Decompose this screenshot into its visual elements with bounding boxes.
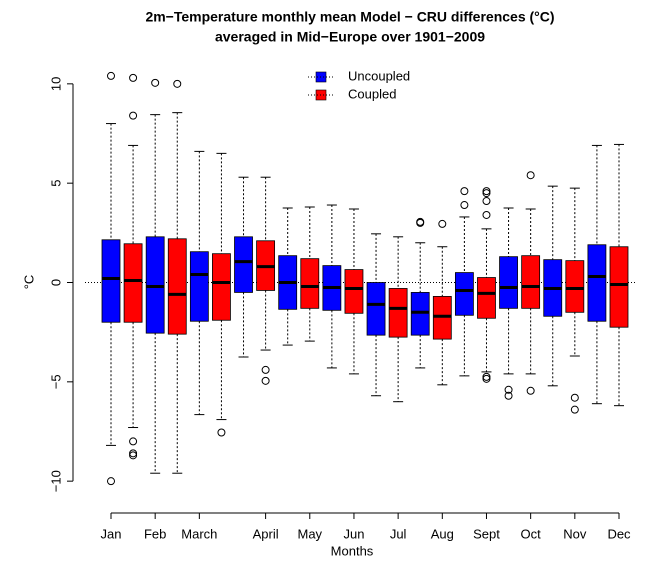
y-axis-label: °C [21, 275, 36, 290]
chart-title: 2m−Temperature monthly mean Model − CRU … [145, 9, 554, 25]
box [521, 255, 541, 309]
box [587, 244, 607, 322]
outlier [482, 189, 491, 198]
y-tick-label: −10 [48, 470, 63, 492]
legend-label: Coupled [348, 86, 396, 101]
x-tick-label: Oct [521, 526, 542, 541]
outlier [173, 79, 182, 88]
outlier [504, 391, 513, 400]
outlier [482, 197, 491, 206]
x-tick-label: Dec [607, 526, 631, 541]
x-tick-label: Jul [390, 526, 407, 541]
outlier [129, 449, 138, 458]
x-tick-label: May [298, 526, 323, 541]
outlier [570, 393, 579, 402]
box [212, 253, 231, 321]
y-tick-label: −5 [48, 374, 63, 389]
x-tick-label: Aug [431, 526, 454, 541]
box [300, 258, 320, 309]
outlier [460, 201, 469, 210]
outlier [482, 374, 491, 383]
outlier [504, 385, 513, 394]
x-tick-label: Feb [144, 526, 166, 541]
chart-title: averaged in Mid−Europe over 1901−2009 [215, 29, 485, 45]
outlier [129, 451, 138, 460]
x-tick-label: Jan [101, 526, 122, 541]
box [565, 260, 585, 313]
outlier [107, 71, 115, 80]
x-tick-label: March [181, 526, 217, 541]
x-tick-label: Sept [473, 526, 500, 541]
outlier [482, 187, 491, 196]
outlier [261, 365, 270, 374]
outlier [129, 111, 138, 120]
box [609, 246, 629, 328]
box [234, 236, 253, 293]
x-tick-label: Jun [343, 526, 364, 541]
outlier [151, 78, 160, 87]
x-axis-label: Months [331, 543, 374, 558]
y-tick-label: 5 [48, 180, 63, 187]
box [167, 238, 187, 335]
outlier [570, 405, 579, 414]
outlier [129, 437, 138, 446]
box [101, 239, 121, 323]
box [388, 288, 408, 338]
outlier [526, 386, 535, 395]
outlier [438, 219, 447, 228]
outlier [217, 428, 226, 437]
outlier [460, 187, 469, 196]
box [123, 243, 143, 323]
outlier [107, 477, 115, 486]
outlier [129, 73, 138, 82]
box [477, 277, 496, 319]
y-tick-label: 10 [48, 77, 63, 91]
outlier [482, 372, 491, 381]
y-tick-label: 0 [48, 279, 63, 286]
outlier [526, 171, 535, 180]
box [189, 251, 209, 322]
outlier [261, 376, 270, 385]
box [454, 272, 474, 316]
outlier [482, 210, 491, 219]
box [499, 256, 518, 309]
outlier [416, 218, 425, 227]
x-tick-label: Nov [563, 526, 587, 541]
x-tick-label: April [253, 526, 279, 541]
box [366, 282, 386, 336]
box [344, 269, 364, 314]
legend-label: Uncoupled [348, 68, 410, 83]
